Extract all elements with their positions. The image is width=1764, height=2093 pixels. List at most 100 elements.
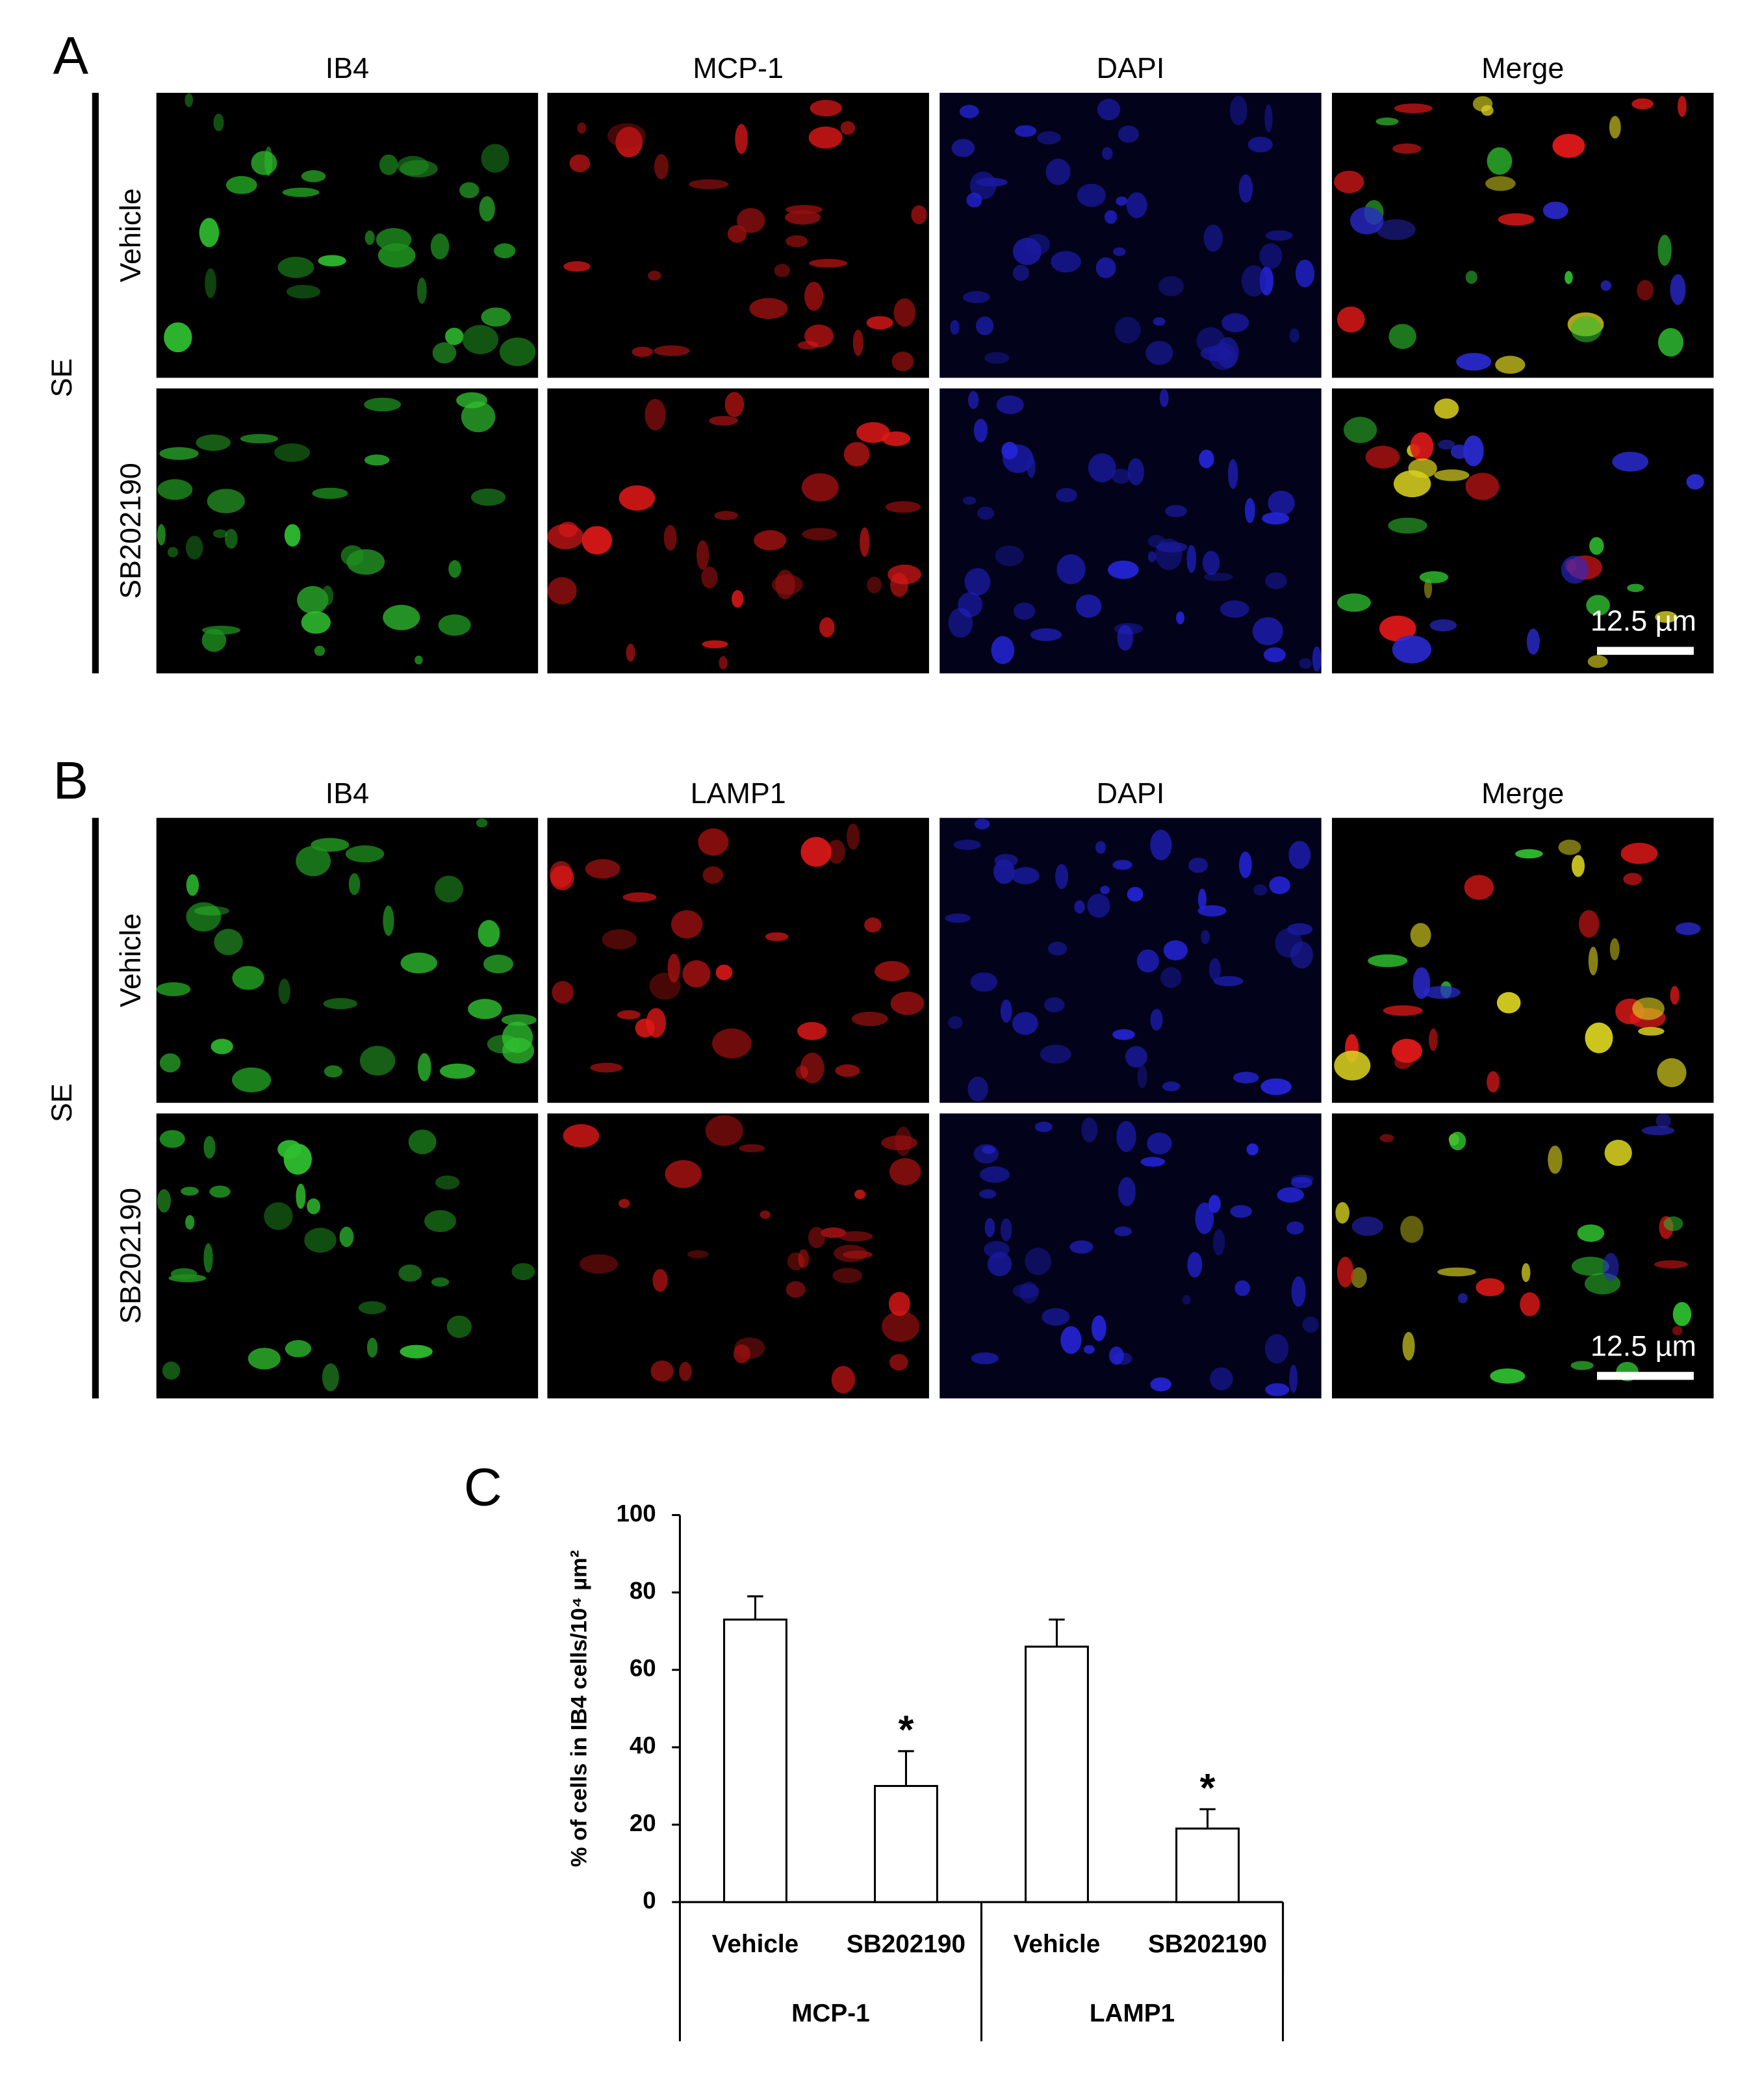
cell xyxy=(1465,270,1477,284)
cell xyxy=(1400,1216,1424,1243)
cell xyxy=(973,418,988,443)
cell xyxy=(170,1268,198,1280)
cell xyxy=(977,506,995,520)
cell xyxy=(1116,196,1128,206)
cell xyxy=(1259,243,1283,269)
cell xyxy=(1118,125,1140,143)
cell xyxy=(732,590,744,608)
cell xyxy=(724,392,745,417)
cell xyxy=(626,643,635,662)
cell xyxy=(851,1011,888,1027)
cell xyxy=(481,144,509,173)
bar xyxy=(1175,1827,1240,1903)
cell xyxy=(1465,472,1500,500)
cell xyxy=(895,1126,912,1156)
micrograph xyxy=(1332,1113,1714,1399)
cell xyxy=(654,345,690,357)
cell xyxy=(967,1076,988,1102)
cell xyxy=(1410,923,1431,947)
cell xyxy=(1548,1146,1563,1174)
cell xyxy=(1631,98,1654,110)
cell xyxy=(1302,1316,1319,1333)
cell xyxy=(461,401,496,433)
error-bar xyxy=(747,1595,763,1620)
cell xyxy=(1025,234,1051,255)
cell xyxy=(945,913,971,923)
cell xyxy=(971,1352,999,1365)
cell xyxy=(1677,96,1687,117)
cell xyxy=(1393,470,1431,498)
row-label: Vehicle xyxy=(114,914,147,1008)
cell xyxy=(400,1344,433,1359)
cell xyxy=(1081,1117,1098,1143)
cell xyxy=(1336,1257,1354,1288)
cell xyxy=(476,818,488,828)
cell xyxy=(1627,584,1644,593)
cell xyxy=(1042,1308,1070,1326)
cell xyxy=(209,1185,231,1198)
cell xyxy=(1013,602,1036,620)
cell xyxy=(715,964,733,981)
cell xyxy=(1034,1122,1053,1133)
cell xyxy=(1558,840,1581,855)
cell xyxy=(671,910,703,939)
cell xyxy=(1118,1177,1136,1207)
cell xyxy=(1437,439,1455,450)
cell xyxy=(1343,417,1377,443)
cell xyxy=(1260,1078,1292,1096)
cell xyxy=(1487,1071,1500,1093)
cell xyxy=(1379,615,1416,642)
cell xyxy=(1657,235,1672,266)
cell xyxy=(1047,942,1067,956)
cell xyxy=(973,1144,999,1164)
cell xyxy=(1334,1050,1371,1081)
cell xyxy=(1565,271,1573,285)
cell xyxy=(284,524,301,547)
cell xyxy=(1265,230,1293,241)
cell xyxy=(804,281,824,311)
cell xyxy=(432,342,457,364)
cell xyxy=(967,391,979,409)
cell xyxy=(1186,545,1197,573)
cell xyxy=(835,1064,860,1077)
cell xyxy=(654,154,669,179)
cell xyxy=(1210,1367,1233,1391)
cell xyxy=(582,526,613,555)
cell xyxy=(1208,1194,1221,1213)
cell xyxy=(501,1014,537,1026)
cell xyxy=(1213,976,1244,986)
cell xyxy=(439,1063,476,1079)
row-label: SB202190 xyxy=(114,463,147,599)
micrograph xyxy=(940,1113,1322,1399)
cell xyxy=(982,1146,995,1154)
cell xyxy=(648,270,661,281)
cell xyxy=(1265,1383,1290,1396)
cell xyxy=(240,433,279,444)
cell xyxy=(1638,1027,1665,1036)
cell xyxy=(1434,469,1470,482)
cell xyxy=(494,243,516,259)
cell xyxy=(203,1243,213,1273)
cell xyxy=(1199,449,1214,469)
cell xyxy=(285,1340,312,1357)
cell xyxy=(652,1268,668,1292)
cell xyxy=(1197,905,1227,917)
cell xyxy=(1234,1280,1251,1296)
cell xyxy=(617,1010,641,1020)
cell xyxy=(1188,857,1208,873)
column-header: DAPI xyxy=(1097,51,1165,84)
cell xyxy=(1117,624,1134,651)
cell xyxy=(400,952,437,973)
cell xyxy=(435,1175,460,1190)
cell xyxy=(991,636,1015,665)
cell xyxy=(1202,550,1220,575)
cell xyxy=(1275,928,1303,958)
cell xyxy=(1055,864,1069,890)
cell xyxy=(1162,1081,1181,1092)
cell xyxy=(1586,595,1610,616)
cell xyxy=(162,1361,181,1380)
cell xyxy=(1402,1331,1415,1361)
cell xyxy=(1289,328,1299,343)
cell xyxy=(1000,999,1012,1023)
cell xyxy=(345,845,385,863)
